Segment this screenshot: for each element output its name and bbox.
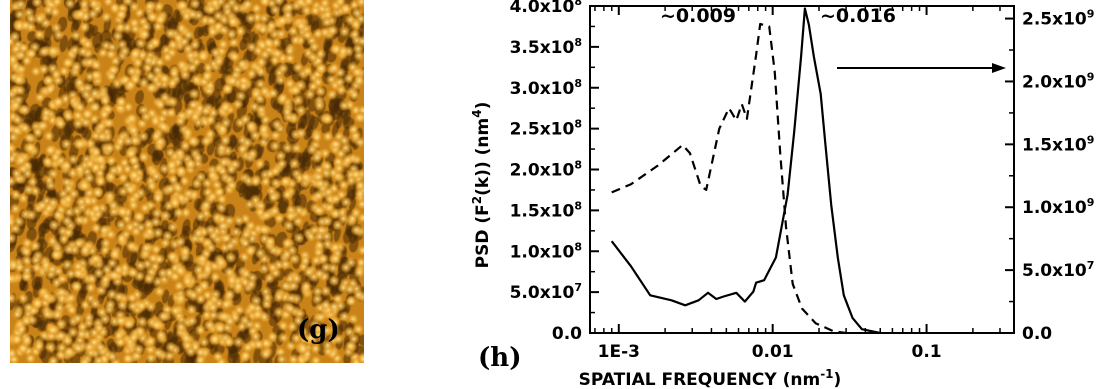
left-y-tick-label: 2.0x108	[510, 159, 582, 181]
left-y-tick-label: 3.5x108	[510, 36, 582, 58]
psd-chart: 1E-3 0.01 0.1 0.0 5.0x107 1.0x108 1.5x108 2.0x1…	[470, 0, 1095, 389]
left-y-tick-label: 1.0x108	[510, 240, 582, 262]
right-y-tick-label: 5.0x107	[1022, 259, 1094, 281]
x-tick-label: 0.01	[752, 342, 794, 362]
afm-surface-image	[10, 0, 364, 363]
right-y-tick-label: 2.5x109	[1022, 8, 1094, 30]
axis-ticks: 1E-3 0.01 0.1 0.0 5.0x107 1.0x108 1.5x108 2.0x1…	[510, 0, 1095, 362]
right-y-tick-label: 1.5x109	[1022, 133, 1094, 155]
x-tick-label: 0.1	[911, 342, 941, 362]
left-y-tick-label: 3.0x108	[510, 77, 582, 99]
y-axis-label: PSD (F2(k)) (nm4)	[470, 102, 493, 269]
panel-label-h: (h)	[478, 343, 522, 373]
right-axis-arrow	[837, 63, 1006, 73]
series-line-solid	[610, 7, 881, 335]
left-y-tick-label: 1.5x108	[510, 199, 582, 221]
left-y-tick-label: 4.0x108	[510, 0, 582, 17]
right-y-tick-label: 0.0	[1022, 324, 1052, 344]
left-y-tick-label: 5.0x107	[510, 281, 582, 303]
data-series	[610, 7, 881, 335]
panel-label-g: (g)	[297, 315, 340, 345]
x-tick-label: 1E-3	[598, 342, 640, 362]
series-line-dashed	[611, 22, 847, 335]
right-y-tick-label: 1.0x109	[1022, 196, 1094, 218]
annotation-peak-dashed: ~0.009	[660, 5, 736, 27]
afm-label-layer: (g)	[297, 315, 340, 345]
left-y-tick-label: 2.5x108	[510, 118, 582, 140]
axis-labels: (h) SPATIAL FREQUENCY (nm-1) PSD (F2(k))…	[470, 5, 1006, 389]
right-y-tick-label: 2.0x109	[1022, 70, 1094, 92]
left-y-tick-label: 0.0	[552, 324, 582, 344]
x-axis-label: SPATIAL FREQUENCY (nm-1)	[579, 367, 842, 389]
annotation-peak-solid: ~0.016	[820, 5, 896, 27]
